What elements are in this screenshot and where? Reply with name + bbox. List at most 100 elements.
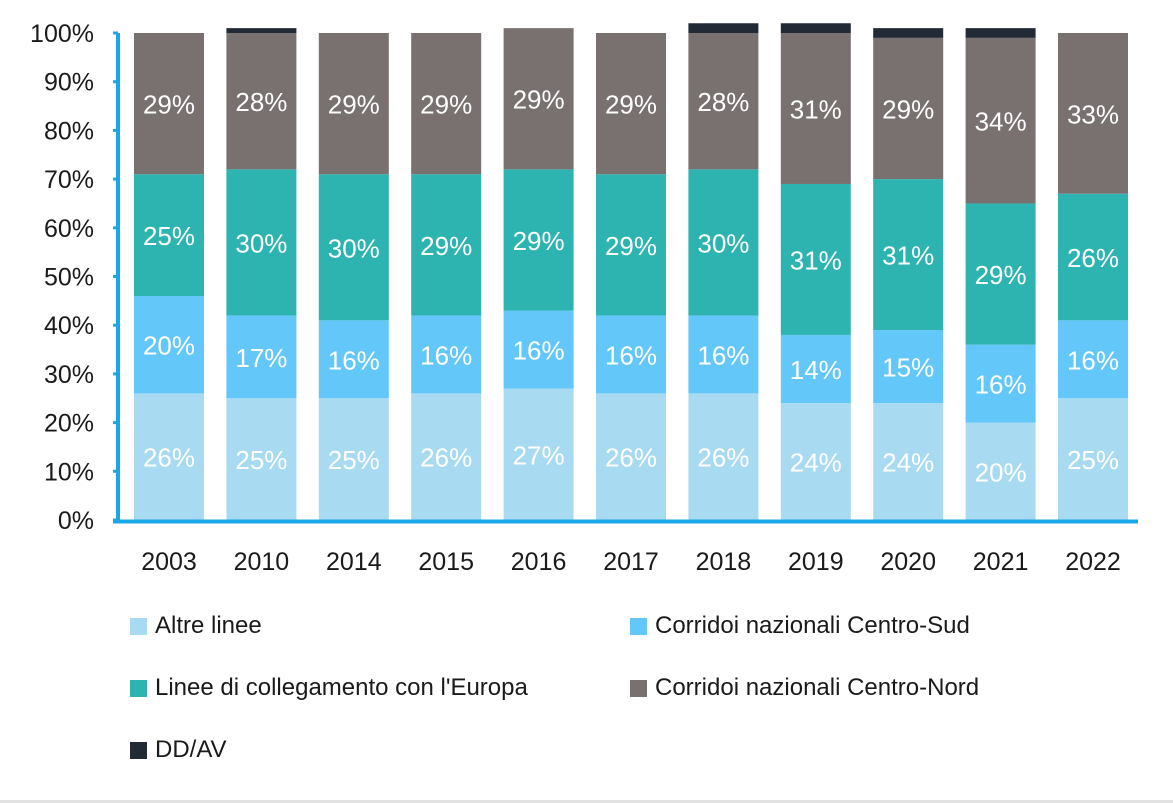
bar-segment [226, 315, 297, 399]
x-tick-label: 2018 [696, 548, 752, 576]
legend-item-linee-europa: Linee di collegamento con l'Europa [130, 674, 528, 702]
data-label: 29% [605, 90, 657, 120]
data-label: 16% [1067, 345, 1119, 375]
legend-item-altre-linee: Altre linee [130, 612, 262, 640]
bar-segment [318, 320, 389, 399]
data-label: 26% [697, 443, 749, 473]
legend-swatch [130, 741, 147, 759]
bar-segment [1058, 193, 1128, 321]
data-label: 20% [143, 331, 195, 361]
bars-group [134, 23, 1128, 520]
bar-segment [134, 174, 204, 296]
data-label: 26% [420, 443, 472, 473]
bar-segment [596, 393, 666, 520]
data-label: 26% [605, 443, 657, 473]
bar-segment [965, 344, 1036, 423]
data-label: 29% [420, 90, 472, 120]
legend-label: Corridoi nazionali Centro-Nord [655, 674, 980, 701]
legend-label: Corridoi nazionali Centro-Sud [655, 612, 970, 639]
data-label: 28% [697, 87, 749, 117]
bar-segment [965, 28, 1036, 38]
bar-segment [873, 37, 944, 180]
data-label: 29% [605, 231, 657, 261]
bar-segment [134, 33, 204, 175]
x-axis-labels: 2003 2010 2014 2015 2016 2017 2018 2019 2020 2021… [141, 548, 1121, 576]
bar-segment [226, 28, 297, 33]
data-label: 34% [975, 107, 1027, 137]
bar-segment [226, 33, 297, 170]
x-tick-label: 2010 [234, 548, 290, 576]
y-tick-label: 0% [58, 507, 94, 535]
x-tick-label: 2003 [141, 548, 197, 576]
y-tick-label: 10% [44, 458, 94, 486]
y-tick-label: 100% [30, 20, 94, 48]
data-label: 27% [513, 440, 565, 470]
bar-segment [134, 295, 204, 394]
bar-segment [596, 315, 666, 394]
legend-label: Altre linee [155, 612, 262, 639]
y-tick-label: 60% [44, 215, 94, 243]
bar-segment [965, 203, 1036, 345]
data-label: 28% [235, 87, 287, 117]
legend-label: Linee di collegamento con l'Europa [155, 674, 528, 701]
data-label: 30% [328, 233, 380, 263]
bar-segment [965, 37, 1036, 204]
bar-segment [688, 33, 759, 170]
y-tick-label: 50% [44, 264, 94, 292]
data-label: 29% [975, 260, 1027, 290]
x-tick-label: 2016 [511, 548, 567, 576]
data-label: 29% [513, 226, 565, 256]
data-label: 20% [975, 457, 1027, 487]
bar-segment [411, 174, 482, 316]
x-tick-label: 2021 [973, 548, 1029, 576]
bar-segment [965, 422, 1036, 520]
bar-segment [688, 169, 759, 316]
bar-segment [503, 169, 574, 311]
bar-segment [688, 23, 759, 33]
bar-segment [318, 33, 389, 175]
y-tick-label: 20% [44, 410, 94, 438]
data-label: 17% [235, 343, 287, 373]
legend-item-corridoi-centro-sud: Corridoi nazionali Centro-Sud [630, 612, 970, 640]
y-tick-label: 80% [44, 117, 94, 145]
bar-segment [596, 33, 666, 175]
x-tick-label: 2020 [880, 548, 936, 576]
bar-segment [873, 28, 944, 38]
bar-segment [688, 393, 759, 520]
bar-segment [318, 174, 389, 321]
data-label: 29% [513, 85, 565, 115]
data-label: 33% [1067, 99, 1119, 129]
bar-segment [780, 23, 851, 33]
x-tick-label: 2017 [603, 548, 659, 576]
data-label: 31% [790, 245, 842, 275]
data-labels-group: 26% 20% 25% 29% 25% 17% 30% 28% 25% 16% 30% 29% 26% 1… [143, 85, 1119, 488]
data-label: 29% [143, 90, 195, 120]
data-label: 29% [882, 94, 934, 124]
bar-segment [503, 28, 574, 170]
legend-item-dd-av: DD/AV [130, 736, 227, 764]
legend-item-corridoi-centro-nord: Corridoi nazionali Centro-Nord [630, 674, 979, 702]
legend-swatch [130, 617, 147, 635]
x-tick-label: 2019 [788, 548, 844, 576]
legend-swatch [630, 679, 647, 697]
data-label: 25% [143, 221, 195, 251]
bar-segment [411, 315, 482, 394]
data-label: 30% [235, 228, 287, 258]
bar-segment [226, 398, 297, 520]
bottom-divider [0, 800, 1173, 803]
data-label: 31% [790, 94, 842, 124]
data-label: 16% [420, 340, 472, 370]
stacked-bar-chart: 0% 10% 20% 30% 40% 50% 60% 70% 80% 90% 100% 26% 20%… [30, 20, 1138, 576]
bar-segment [134, 393, 204, 520]
data-label: 29% [328, 90, 380, 120]
data-label: 25% [235, 445, 287, 475]
x-tick-label: 2014 [326, 548, 382, 576]
bar-segment [503, 310, 574, 389]
data-label: 31% [882, 241, 934, 271]
bar-segment [688, 315, 759, 394]
bar-segment [873, 179, 944, 331]
bar-segment [780, 33, 851, 184]
data-label: 14% [790, 355, 842, 385]
y-tick-label: 30% [44, 361, 94, 389]
data-label: 24% [790, 448, 842, 478]
